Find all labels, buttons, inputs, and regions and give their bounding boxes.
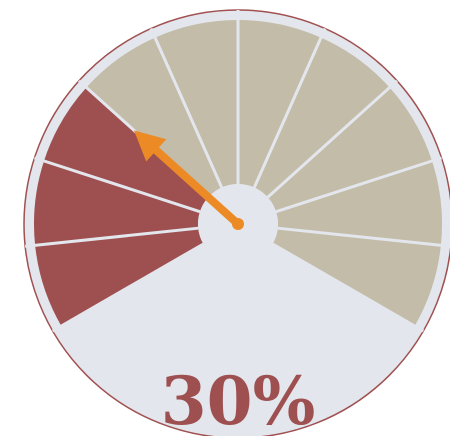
gauge-divider-9 — [277, 226, 450, 248]
needle-arrowhead — [133, 130, 167, 162]
gauge-segment-7 — [254, 37, 390, 198]
gauge-segment-9 — [276, 160, 442, 246]
gauge-divider-0 — [51, 242, 205, 333]
gauge-segment-10 — [272, 228, 441, 326]
gauge-segment-5 — [155, 20, 238, 188]
gauge-segment-1 — [35, 228, 204, 326]
gauge-divider-1 — [25, 226, 199, 248]
gauge-segment-3 — [43, 87, 209, 212]
gauge-segment-6 — [238, 20, 321, 188]
gauge-divider-8 — [275, 156, 442, 214]
gauge-segments — [33, 20, 442, 326]
needle-shaft — [152, 146, 242, 228]
gauge-readout: 30% — [161, 362, 316, 436]
gauge-divider-7 — [266, 79, 399, 199]
gauge-divider-2 — [34, 156, 201, 214]
gauge-segment-2 — [33, 160, 200, 246]
gauge-segment-8 — [267, 87, 433, 212]
gauge-segment-4 — [86, 37, 222, 198]
gauge-needle — [133, 130, 244, 230]
gauge-divider-10 — [271, 242, 425, 333]
gauge-divider-6 — [252, 27, 327, 189]
needle-pivot — [232, 218, 244, 230]
gauge-divider-4 — [149, 27, 224, 189]
